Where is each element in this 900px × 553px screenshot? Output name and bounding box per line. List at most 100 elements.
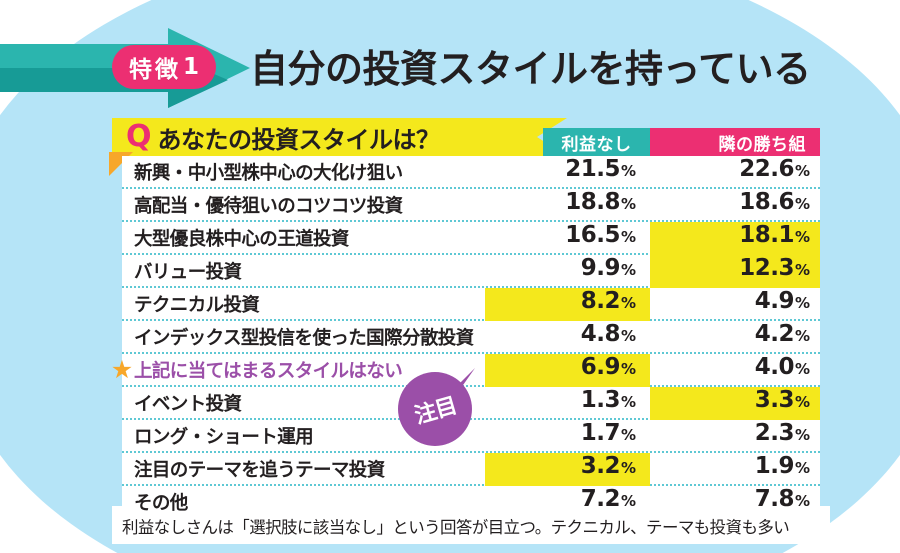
question-text: あなたの投資スタイルは？ [157, 125, 441, 154]
value-no-profit: 8.2% [485, 288, 650, 321]
feature-badge: 特徴 1 [112, 45, 217, 89]
star-icon: ★ [110, 355, 134, 384]
highlight-cell-no-profit [485, 288, 650, 321]
row-label: 注目のテーマを追うテーマ投資 [134, 459, 385, 481]
percent-sign: % [620, 492, 636, 510]
page-title: 自分の投資スタイルを持っている [250, 47, 811, 91]
row-label: 上記に当てはまるスタイルはない [134, 360, 403, 382]
value-number: 21.5 [565, 156, 620, 182]
value-number: 4.2 [754, 321, 795, 347]
percent-sign: % [620, 261, 636, 279]
row-label: ロング・ショート運用 [134, 426, 314, 448]
highlight-cell-no-profit [485, 453, 650, 486]
value-winners: 18.1% [650, 222, 820, 255]
value-no-profit: 16.5% [485, 222, 650, 255]
column-header-no-profit: 利益なし [543, 128, 650, 156]
value-no-profit: 9.9% [485, 255, 650, 288]
row-label: バリュー投資 [134, 261, 242, 283]
percent-sign: % [794, 492, 810, 510]
feature-badge-label: 特徴 [129, 57, 181, 83]
highlight-cell-winners [650, 222, 820, 255]
value-no-profit: 1.3% [485, 387, 650, 420]
percent-sign: % [794, 294, 810, 312]
value-no-profit: 7.2% [485, 486, 650, 519]
value-number: 1.7 [580, 420, 621, 446]
table-row: 新興・中小型株中心の大化け狙い 21.5% 22.6% [122, 156, 820, 189]
percent-sign: % [620, 195, 636, 213]
value-number: 7.2 [580, 486, 621, 512]
value-no-profit: 21.5% [485, 156, 650, 189]
table-row: ★ 上記に当てはまるスタイルはない 6.9% 4.0% [111, 354, 820, 387]
highlight-cell-no-profit [485, 354, 650, 387]
table-row: 注目のテーマを追うテーマ投資 3.2% 1.9% [122, 453, 820, 486]
value-number: 3.2 [580, 453, 621, 479]
value-winners: 3.3% [650, 387, 820, 420]
value-winners: 4.9% [650, 288, 820, 321]
value-no-profit: 3.2% [485, 453, 650, 486]
percent-sign: % [620, 228, 636, 246]
value-number: 18.1 [739, 222, 794, 248]
percent-sign: % [794, 327, 810, 345]
question-bar: Q あなたの投資スタイルは？ [112, 118, 567, 156]
footer-note: 利益なしさんは「選択肢に該当なし」という回答が目立つ。テクニカル、テーマも投資も… [122, 518, 790, 537]
value-number: 4.8 [580, 321, 621, 347]
highlight-cell-winners [650, 387, 820, 420]
value-number: 1.9 [754, 453, 795, 479]
table-row: イベント投資 1.3% 3.3% [122, 387, 820, 420]
value-winners: 18.6% [650, 189, 820, 222]
row-label: イベント投資 [134, 393, 242, 415]
value-winners: 4.2% [650, 321, 820, 354]
percent-sign: % [794, 162, 810, 180]
value-number: 6.9 [580, 354, 621, 380]
row-label: 高配当・優待狙いのコツコツ投資 [134, 195, 403, 217]
percent-sign: % [620, 426, 636, 444]
attention-badge: 注目 [398, 372, 472, 446]
value-number: 9.9 [580, 255, 621, 281]
percent-sign: % [794, 228, 810, 246]
row-label: 大型優良株中心の王道投資 [134, 228, 349, 250]
value-number: 1.3 [580, 387, 621, 413]
footer-strip [112, 506, 830, 544]
percent-sign: % [620, 327, 636, 345]
value-no-profit: 4.8% [485, 321, 650, 354]
attention-badge-label: 注目 [412, 393, 460, 430]
value-number: 12.3 [739, 255, 794, 281]
value-number: 4.0 [754, 354, 795, 380]
row-label: 新興・中小型株中心の大化け狙い [134, 162, 403, 184]
value-number: 8.2 [580, 288, 621, 314]
value-number: 18.6 [739, 189, 794, 215]
value-no-profit: 18.8% [485, 189, 650, 222]
results-table: 新興・中小型株中心の大化け狙い 21.5% 22.6% 高配当・優待狙いのコツコツ投資… [111, 156, 820, 519]
percent-sign: % [794, 426, 810, 444]
percent-sign: % [794, 393, 810, 411]
feature-badge-number: 1 [183, 54, 200, 80]
table-row: ロング・ショート運用 1.7% 2.3% [122, 420, 820, 453]
value-number: 3.3 [754, 387, 795, 413]
value-no-profit: 6.9% [485, 354, 650, 387]
value-number: 4.9 [754, 288, 795, 314]
value-number: 2.3 [754, 420, 795, 446]
value-winners: 12.3% [650, 255, 820, 288]
column-header-winners: 隣の勝ち組 [650, 128, 820, 156]
value-no-profit: 1.7% [485, 420, 650, 453]
table-row: テクニカル投資 8.2% 4.9% [122, 288, 820, 321]
percent-sign: % [794, 195, 810, 213]
value-winners: 4.0% [650, 354, 820, 387]
question-marker-icon: Q [126, 119, 152, 154]
percent-sign: % [794, 261, 810, 279]
value-number: 16.5 [565, 222, 620, 248]
value-winners: 7.8% [650, 486, 820, 519]
percent-sign: % [620, 294, 636, 312]
percent-sign: % [794, 360, 810, 378]
highlight-cell-winners [650, 255, 820, 288]
value-winners: 1.9% [650, 453, 820, 486]
table-row: 高配当・優待狙いのコツコツ投資 18.8% 18.6% [122, 189, 820, 222]
row-label: テクニカル投資 [134, 294, 260, 316]
row-label: その他 [134, 492, 188, 514]
table-row: インデックス型投信を使った国際分散投資 4.8% 4.2% [122, 321, 820, 354]
table-row: バリュー投資 9.9% 12.3% [122, 255, 820, 288]
value-winners: 22.6% [650, 156, 820, 189]
table-row: 大型優良株中心の王道投資 16.5% 18.1% [122, 222, 820, 255]
row-label: インデックス型投信を使った国際分散投資 [134, 327, 474, 349]
